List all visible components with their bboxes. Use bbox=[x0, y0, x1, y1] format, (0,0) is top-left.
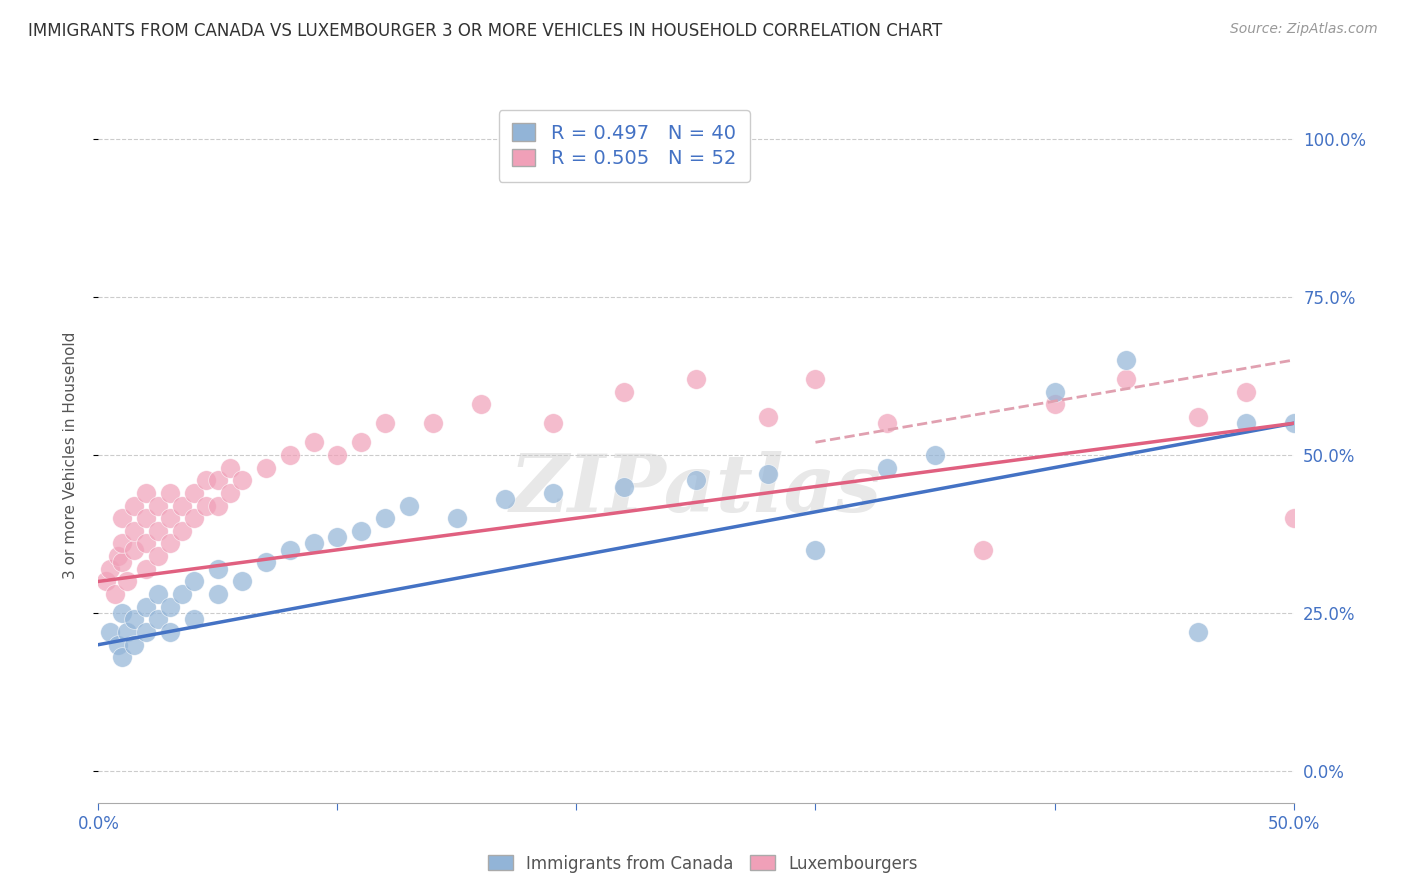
Point bbox=[972, 542, 994, 557]
Point bbox=[446, 511, 468, 525]
Point bbox=[111, 650, 134, 665]
Point bbox=[135, 562, 157, 576]
Point bbox=[231, 473, 253, 487]
Legend: Immigrants from Canada, Luxembourgers: Immigrants from Canada, Luxembourgers bbox=[481, 848, 925, 880]
Point bbox=[1187, 625, 1209, 640]
Point bbox=[422, 417, 444, 431]
Point bbox=[172, 499, 194, 513]
Point bbox=[159, 599, 181, 614]
Point bbox=[219, 486, 242, 500]
Point bbox=[1187, 409, 1209, 424]
Point bbox=[278, 448, 301, 462]
Point bbox=[326, 448, 349, 462]
Point bbox=[374, 417, 396, 431]
Point bbox=[115, 625, 138, 640]
Point bbox=[1282, 511, 1305, 525]
Point bbox=[135, 599, 157, 614]
Point bbox=[183, 574, 205, 589]
Point bbox=[685, 473, 707, 487]
Point bbox=[159, 511, 181, 525]
Point bbox=[326, 530, 349, 544]
Point bbox=[924, 448, 946, 462]
Point bbox=[194, 473, 218, 487]
Point bbox=[254, 556, 277, 570]
Point bbox=[159, 536, 181, 550]
Point bbox=[135, 625, 157, 640]
Point bbox=[124, 524, 146, 538]
Point bbox=[1115, 353, 1137, 368]
Point bbox=[98, 625, 122, 640]
Point bbox=[172, 524, 194, 538]
Point bbox=[350, 524, 373, 538]
Point bbox=[207, 499, 229, 513]
Point bbox=[1234, 417, 1257, 431]
Point bbox=[135, 511, 157, 525]
Point bbox=[1043, 397, 1066, 411]
Point bbox=[231, 574, 253, 589]
Point bbox=[804, 542, 827, 557]
Point bbox=[183, 511, 205, 525]
Point bbox=[183, 612, 205, 626]
Point bbox=[207, 587, 229, 601]
Point bbox=[685, 372, 707, 386]
Point bbox=[398, 499, 420, 513]
Point bbox=[124, 638, 146, 652]
Point bbox=[374, 511, 396, 525]
Point bbox=[148, 549, 170, 563]
Point bbox=[756, 467, 779, 481]
Point bbox=[135, 486, 157, 500]
Point bbox=[804, 372, 827, 386]
Point bbox=[1234, 384, 1257, 399]
Point bbox=[302, 435, 325, 450]
Point bbox=[172, 587, 194, 601]
Point bbox=[107, 638, 129, 652]
Point bbox=[111, 556, 134, 570]
Text: ZIPatlas: ZIPatlas bbox=[510, 451, 882, 528]
Point bbox=[111, 606, 134, 620]
Point bbox=[494, 492, 516, 507]
Point bbox=[613, 384, 636, 399]
Point bbox=[207, 473, 229, 487]
Point bbox=[148, 612, 170, 626]
Point bbox=[148, 587, 170, 601]
Point bbox=[756, 409, 779, 424]
Point bbox=[1115, 372, 1137, 386]
Text: IMMIGRANTS FROM CANADA VS LUXEMBOURGER 3 OR MORE VEHICLES IN HOUSEHOLD CORRELATI: IMMIGRANTS FROM CANADA VS LUXEMBOURGER 3… bbox=[28, 22, 942, 40]
Point bbox=[254, 460, 277, 475]
Point bbox=[302, 536, 325, 550]
Point bbox=[541, 486, 564, 500]
Point bbox=[124, 542, 146, 557]
Point bbox=[876, 417, 898, 431]
Point bbox=[183, 486, 205, 500]
Point bbox=[107, 549, 129, 563]
Point bbox=[876, 460, 898, 475]
Y-axis label: 3 or more Vehicles in Household: 3 or more Vehicles in Household bbox=[63, 331, 77, 579]
Text: Source: ZipAtlas.com: Source: ZipAtlas.com bbox=[1230, 22, 1378, 37]
Point bbox=[115, 574, 138, 589]
Point bbox=[278, 542, 301, 557]
Point bbox=[111, 511, 134, 525]
Point bbox=[470, 397, 492, 411]
Point bbox=[159, 486, 181, 500]
Point bbox=[159, 625, 181, 640]
Point bbox=[541, 417, 564, 431]
Point bbox=[104, 587, 127, 601]
Point bbox=[350, 435, 373, 450]
Point bbox=[124, 612, 146, 626]
Point bbox=[207, 562, 229, 576]
Point bbox=[98, 562, 122, 576]
Point bbox=[94, 574, 117, 589]
Point bbox=[1282, 417, 1305, 431]
Point bbox=[194, 499, 218, 513]
Point bbox=[148, 499, 170, 513]
Point bbox=[111, 536, 134, 550]
Point bbox=[148, 524, 170, 538]
Point bbox=[124, 499, 146, 513]
Point bbox=[219, 460, 242, 475]
Point bbox=[135, 536, 157, 550]
Legend: R = 0.497   N = 40, R = 0.505   N = 52: R = 0.497 N = 40, R = 0.505 N = 52 bbox=[499, 110, 749, 182]
Point bbox=[613, 479, 636, 493]
Point bbox=[1043, 384, 1066, 399]
